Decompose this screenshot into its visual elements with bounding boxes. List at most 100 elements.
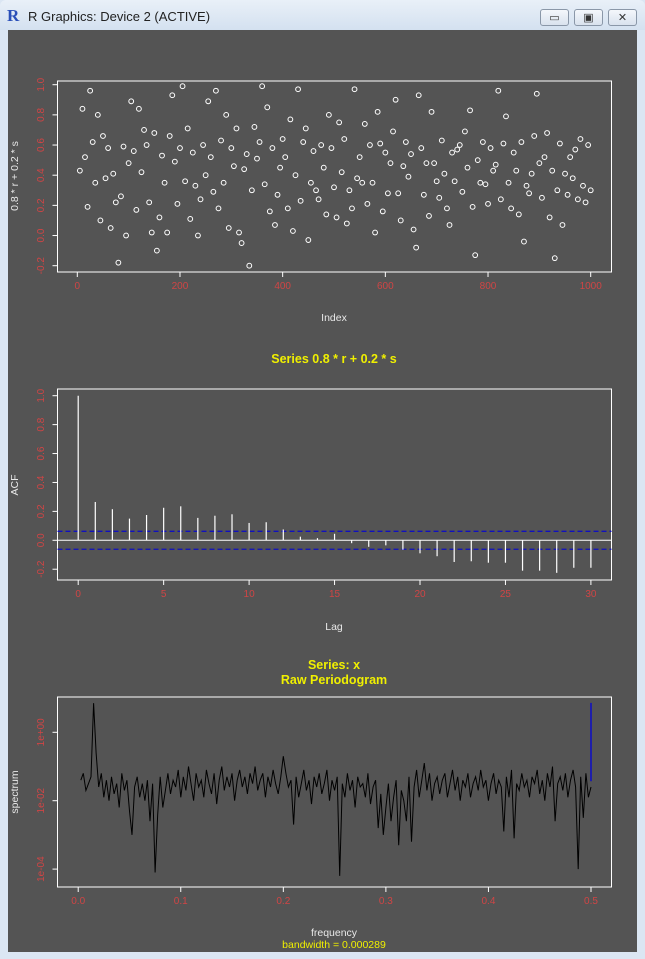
data-point [97, 217, 104, 224]
data-point [387, 160, 394, 167]
data-point [141, 127, 147, 133]
y-tick-label: 1e-04 [36, 856, 47, 882]
data-point [215, 205, 222, 212]
data-point [174, 200, 181, 207]
data-point [464, 164, 471, 171]
data-point [310, 148, 317, 154]
data-point [169, 92, 176, 99]
data-point [554, 187, 561, 194]
data-point [536, 160, 543, 167]
data-point [164, 229, 171, 236]
data-point [133, 206, 140, 213]
data-point [472, 252, 479, 259]
graphics-device-canvas [8, 30, 637, 952]
data-point [449, 149, 455, 156]
data-point [433, 178, 440, 185]
data-point [474, 157, 481, 164]
data-point [546, 214, 553, 221]
data-point [454, 146, 461, 153]
data-point [307, 179, 314, 186]
data-point [115, 259, 122, 266]
data-point [100, 133, 106, 139]
y-tick-label: 0.8 [36, 107, 47, 121]
data-point [469, 203, 476, 210]
x-axis-label: Lag [325, 621, 343, 633]
data-point [315, 196, 322, 203]
data-point [341, 136, 348, 142]
data-point [207, 154, 214, 161]
data-point [112, 199, 119, 206]
y-tick-label: -0.2 [36, 257, 47, 275]
data-point [369, 179, 376, 186]
data-point [187, 216, 194, 222]
y-tick-label: 0.6 [36, 138, 47, 152]
x-tick-label: 0.0 [71, 896, 85, 907]
data-point [87, 87, 94, 94]
data-point [467, 107, 473, 114]
data-point [585, 142, 592, 148]
data-point [272, 222, 278, 228]
data-point [349, 205, 355, 212]
data-point [305, 237, 312, 243]
x-tick-label: 30 [585, 589, 597, 600]
data-point [292, 172, 299, 179]
close-button[interactable]: ✕ [608, 9, 637, 26]
data-point [385, 190, 391, 197]
data-point [107, 225, 114, 231]
data-point [528, 170, 535, 177]
data-point [444, 205, 450, 212]
data-point [500, 140, 507, 147]
acf-plot: Series 0.8 * r + 0.2 * s Lag ACF 0 5 10 15 2… [9, 352, 612, 633]
data-point [397, 217, 404, 224]
data-point [94, 111, 101, 118]
data-point [123, 232, 129, 239]
data-point [541, 154, 548, 161]
minimize-button[interactable]: ▭ [540, 9, 569, 26]
data-point [156, 214, 163, 221]
data-point [246, 262, 253, 269]
data-point [213, 87, 219, 94]
maximize-button[interactable]: ▣ [574, 9, 603, 26]
data-point [274, 191, 281, 198]
data-point [302, 125, 309, 132]
data-point [136, 105, 142, 112]
data-point [526, 190, 532, 197]
data-point [497, 196, 504, 203]
data-point [338, 169, 345, 176]
data-point [159, 152, 165, 159]
data-point [290, 228, 296, 234]
scatter-plot: Index 0.8 * r + 0.2 * s 0 200 400 600 800 100… [9, 77, 612, 324]
data-point [361, 121, 368, 127]
data-point [456, 142, 463, 148]
data-point [551, 255, 558, 262]
data-point [336, 119, 343, 126]
x-axis-label: frequency [311, 927, 358, 939]
data-point [438, 137, 445, 144]
data-point [256, 139, 263, 145]
x-tick-label: 0.5 [584, 896, 598, 907]
data-point [241, 166, 248, 173]
data-point [220, 179, 227, 186]
data-point [356, 154, 363, 161]
data-point [415, 92, 422, 99]
data-point [539, 194, 545, 201]
data-point [374, 108, 381, 115]
x-tick-label: 800 [480, 281, 497, 292]
data-point [495, 87, 502, 94]
data-point [82, 154, 88, 161]
data-point [364, 200, 371, 207]
data-point [518, 139, 525, 145]
window-titlebar: R R Graphics: Device 2 (ACTIVE) ▭ ▣ ✕ [0, 0, 645, 30]
data-point [197, 196, 204, 203]
data-point [161, 179, 168, 186]
data-point [372, 229, 378, 236]
data-point [328, 145, 335, 151]
data-point [243, 151, 250, 157]
data-point [577, 136, 584, 142]
data-point [436, 194, 443, 201]
data-point [451, 178, 458, 185]
data-point [346, 187, 353, 194]
data-point [482, 181, 489, 188]
data-point [487, 145, 494, 151]
data-point [251, 124, 258, 130]
